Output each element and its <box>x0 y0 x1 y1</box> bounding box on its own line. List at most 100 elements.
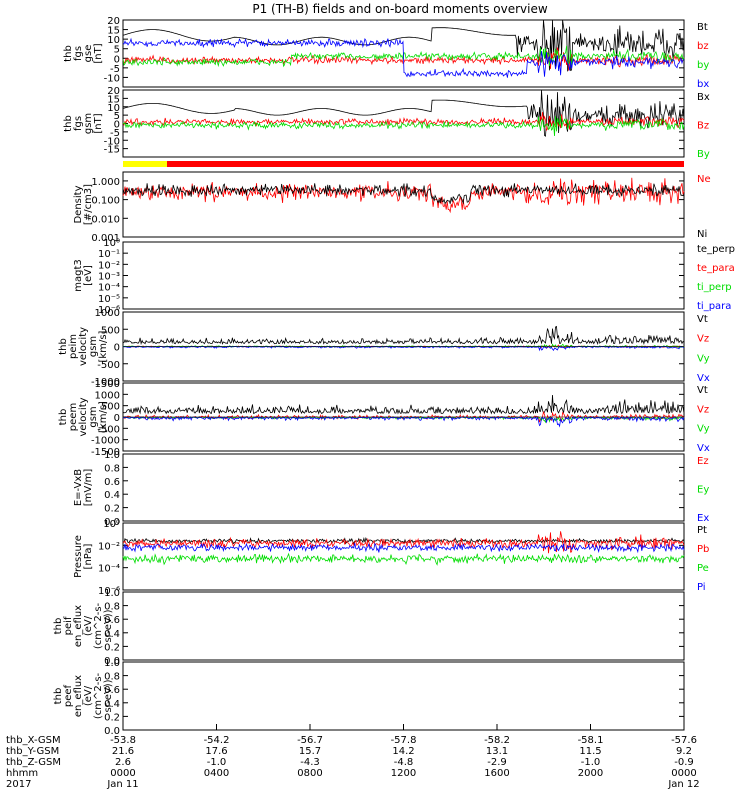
y-axis-label: [nT] <box>93 43 104 63</box>
legend-Pi: Pi <box>697 582 706 593</box>
x-axis-row-label: thb_X-GSM <box>6 735 61 746</box>
y-axis-label: Density <box>73 185 84 223</box>
series-Vx <box>122 416 685 428</box>
y-tick-label: 10 <box>107 103 120 114</box>
y-tick-label: 0 <box>114 413 120 424</box>
series-Bt <box>122 19 685 72</box>
legend-Bx: Bx <box>697 92 710 103</box>
panel-frame <box>122 171 685 238</box>
x-gsm-value: -53.8 <box>110 735 136 746</box>
legend-Vx: Vx <box>697 373 710 384</box>
legend-by: by <box>697 60 709 71</box>
y-gsm-value: 15.7 <box>299 746 321 757</box>
y-tick-label: 0 <box>114 54 120 65</box>
legend-Ni: Ni <box>697 229 707 240</box>
y-tick-label: 20 <box>107 86 120 97</box>
panel-frame <box>122 453 685 522</box>
z-gsm-value: -1.0 <box>207 757 227 768</box>
y-axis-label: peem <box>68 403 79 431</box>
x-gsm-value: -56.7 <box>297 735 323 746</box>
y-tick-label: 10⁻² <box>98 260 120 271</box>
series-Ni <box>122 183 685 205</box>
hhmm-value: 1200 <box>391 768 416 779</box>
series-Vx <box>122 345 685 352</box>
legend-Pb: Pb <box>697 544 709 555</box>
y-tick-label: 0.2 <box>104 642 120 653</box>
y-tick-label: 0.0 <box>104 726 120 737</box>
x-axis-row-label: thb_Y-GSM <box>6 746 59 757</box>
y-tick-label: 0.4 <box>104 699 120 710</box>
date-value: Jan 11 <box>106 779 138 790</box>
y-axis-label: [km/s] <box>98 401 109 433</box>
y-tick-label: 0.2 <box>104 504 120 515</box>
y-tick-label: -1500 <box>91 447 120 458</box>
panel-frame <box>122 241 685 310</box>
legend-Ne: Ne <box>697 174 711 185</box>
legend-Pe: Pe <box>697 563 709 574</box>
chart-title: P1 (TH-B) fields and on-board moments ov… <box>252 2 548 16</box>
panel-peim_velocity: 1000 500 0 -500 -1000 thb peim velocity gsm [km/s… <box>58 308 710 388</box>
hhmm-value: 0000 <box>671 768 696 779</box>
legend-Vx: Vx <box>697 443 710 454</box>
series-bx <box>122 37 685 78</box>
y-axis-label: [mV/m] <box>83 469 94 507</box>
y-tick-label: 20 <box>107 16 120 27</box>
y-axis-label: [km/s] <box>98 330 109 362</box>
y-axis-label: [nPa] <box>83 543 94 569</box>
y-tick-label: 1000 <box>95 308 120 319</box>
z-gsm-value: -4.3 <box>300 757 320 768</box>
y-tick-label: 10⁻⁴ <box>98 564 120 575</box>
y-axis-label: (eV/ <box>83 615 94 636</box>
x-gsm-value: -57.8 <box>391 735 417 746</box>
y-tick-label: 500 <box>101 402 120 413</box>
y-tick-label: 10⁻⁴ <box>98 283 120 294</box>
quality-flag-bar-flag <box>167 161 684 167</box>
y-tick-label: 0.010 <box>91 214 120 225</box>
y-tick-label: 15 <box>107 26 120 37</box>
y-axis-label: sr-eV)) <box>103 609 114 642</box>
legend-Pt: Pt <box>697 525 707 536</box>
legend-Vz: Vz <box>697 404 709 415</box>
y-tick-label: 1000 <box>95 390 120 401</box>
y-gsm-value: 17.6 <box>205 746 227 757</box>
y-axis-label: en_eflux <box>73 675 84 717</box>
y-tick-label: -500 <box>97 360 120 371</box>
y-tick-label: 0.6 <box>104 615 120 626</box>
y-tick-label: -10 <box>104 73 120 84</box>
y-tick-label: 0.100 <box>91 196 120 207</box>
series-Pe <box>122 552 685 566</box>
x-gsm-value: -58.2 <box>484 735 510 746</box>
y-axis-label: fgs <box>73 116 84 131</box>
y-tick-label: 10⁻⁵ <box>98 294 120 305</box>
y-tick-label: 0.6 <box>104 685 120 696</box>
y-tick-label: 500 <box>101 325 120 336</box>
y-tick-label: 0.6 <box>104 477 120 488</box>
y-axis-label: thb <box>58 338 69 355</box>
x-axis-row-label: thb_Z-GSM <box>6 757 61 768</box>
y-axis-label: gsm <box>88 406 99 427</box>
y-axis-label: magt3 <box>73 259 84 292</box>
y-gsm-value: 13.1 <box>486 746 508 757</box>
legend-ti_para: ti_para <box>697 301 731 312</box>
y-axis-label: (cm^2-s- <box>93 602 104 649</box>
y-tick-label: 1.0 <box>104 588 120 599</box>
panel-frame <box>122 19 685 88</box>
y-axis-label: thb <box>53 618 64 635</box>
y-axis-label: Pressure <box>73 535 84 578</box>
y-tick-label: -5 <box>110 128 120 139</box>
legend-By: By <box>697 149 710 160</box>
y-axis-label: velocity <box>78 327 89 366</box>
y-tick-label: 0.0 <box>104 517 120 528</box>
y-tick-label: 0.0 <box>104 656 120 667</box>
y-axis-label: peef <box>63 684 74 707</box>
y-gsm-value: 9.2 <box>676 746 692 757</box>
y-tick-label: 1.000 <box>91 177 120 188</box>
z-gsm-value: -0.9 <box>674 757 694 768</box>
y-tick-label: 10⁻¹ <box>98 249 120 260</box>
panel-pressure: 10⁰ 10⁻² 10⁻⁴ 10⁻⁶ Pressure [nPa] Pt Pb Pe Pi <box>73 519 709 597</box>
y-tick-label: 10⁻³ <box>98 272 120 283</box>
